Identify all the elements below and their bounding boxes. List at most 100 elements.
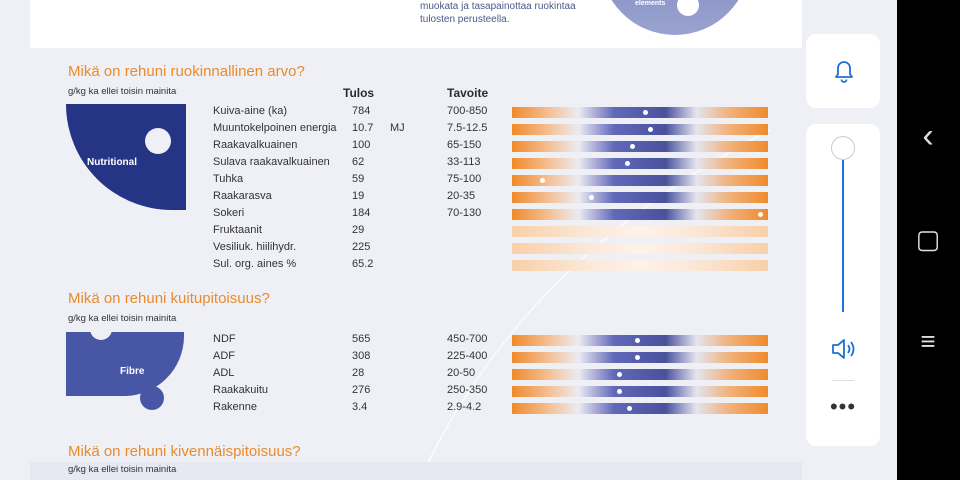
speaker-icon[interactable] [830, 336, 858, 362]
result-marker [617, 372, 623, 377]
more-icon[interactable]: ••• [829, 394, 857, 419]
range-bar [512, 192, 768, 203]
home-button[interactable]: ▢ [915, 224, 941, 254]
range-bar [512, 226, 768, 237]
row-label: Raakavalkuainen [213, 139, 298, 151]
range-bar [512, 243, 768, 254]
fibre-subtitle: g/kg ka ellei toisin mainita [68, 313, 177, 324]
row-target: 7.5-12.5 [447, 122, 488, 134]
row-label: Sokeri [213, 207, 245, 219]
row-value: 225 [352, 241, 371, 253]
table-row: Raakakuitu 276 250-350 [0, 383, 800, 400]
row-value: 184 [352, 207, 371, 219]
row-value: 100 [352, 139, 371, 151]
result-marker [642, 110, 648, 115]
row-unit: MJ [390, 122, 405, 134]
minerals-section-title: Mikä on rehuni kivennäispitoisuus? [68, 443, 301, 460]
row-label: Tuhka [213, 173, 244, 185]
nutritional-section-title: Mikä on rehuni ruokinnallinen arvo? [68, 63, 305, 80]
document-view[interactable]: muokata ja tasapainottaa ruokintaa tulos… [0, 0, 897, 480]
nutritional-puzzle-notch [145, 128, 171, 154]
row-value: 10.7 [352, 122, 374, 134]
table-row: Sul. org. aines % 65.2 [0, 257, 800, 274]
range-bar [512, 386, 768, 397]
table-row: Sokeri 184 70-130 [0, 206, 800, 223]
row-label: Sulava raakavalkuainen [213, 156, 330, 168]
range-bar [512, 352, 768, 363]
range-bar [512, 260, 768, 271]
range-bar [512, 175, 768, 186]
nutritional-puzzle-tab [150, 150, 170, 170]
minerals-card [30, 462, 802, 480]
row-target: 450-700 [447, 333, 488, 345]
result-marker [629, 144, 635, 149]
row-value: 276 [352, 384, 371, 396]
row-target: 250-350 [447, 384, 488, 396]
recents-button[interactable]: ≡ [920, 326, 936, 356]
volume-slider-track[interactable] [842, 146, 844, 312]
row-value: 59 [352, 173, 365, 185]
row-value: 308 [352, 350, 371, 362]
table-row: ADF 308 225-400 [0, 349, 800, 366]
target-column-header: Tavoite [447, 86, 489, 100]
row-label: ADL [213, 367, 235, 379]
fibre-section-title: Mikä on rehuni kuitupitoisuus? [68, 290, 270, 307]
result-marker [540, 178, 546, 183]
nutritional-puzzle-notch [92, 198, 118, 224]
range-bar [512, 141, 768, 152]
row-target: 20-35 [447, 190, 476, 202]
row-value: 3.4 [352, 401, 368, 413]
row-label: NDF [213, 333, 236, 345]
navigation-bar [897, 0, 960, 480]
table-row: Rakenne 3.4 2.9-4.2 [0, 400, 800, 417]
minerals-subtitle: g/kg ka ellei toisin mainita [68, 464, 177, 475]
row-value: 565 [352, 333, 371, 345]
fibre-puzzle-notch [90, 328, 112, 340]
row-label: Kuiva-aine (ka) [213, 105, 287, 117]
table-row: Raakavalkuainen 100 65-150 [0, 138, 800, 155]
puzzle-knob [677, 0, 699, 16]
row-target: 33-113 [447, 156, 481, 168]
result-marker [757, 212, 763, 217]
row-label: Fruktaanit [213, 224, 262, 236]
panel-divider [832, 380, 854, 381]
table-row: ADL 28 20-50 [0, 366, 800, 383]
row-target: 225-400 [447, 350, 488, 362]
result-marker [588, 195, 594, 200]
row-label: Vesiliuk. hiilihydr. [213, 241, 297, 253]
notification-panel[interactable] [806, 34, 880, 108]
row-label: Muuntokelpoinen energia [213, 122, 337, 134]
range-bar [512, 124, 768, 135]
volume-slider-thumb[interactable] [831, 136, 855, 160]
row-target: 70-130 [447, 207, 482, 219]
row-label: Rakenne [213, 401, 258, 413]
result-marker [634, 355, 640, 360]
row-label: ADF [213, 350, 235, 362]
row-label: Sul. org. aines % [213, 258, 297, 270]
table-row: NDF 565 450-700 [0, 332, 800, 349]
row-target: 20-50 [447, 367, 476, 379]
result-marker [627, 406, 633, 411]
row-label: Raakakuitu [213, 384, 269, 396]
row-target: 2.9-4.2 [447, 401, 482, 413]
back-button[interactable]: ‹ [922, 117, 934, 155]
bell-icon[interactable] [832, 58, 856, 84]
result-column-header: Tulos [343, 86, 375, 100]
range-bar [512, 158, 768, 169]
row-value: 62 [352, 156, 365, 168]
volume-panel[interactable]: ••• [806, 124, 880, 446]
range-bar [512, 107, 768, 118]
range-bar [512, 403, 768, 414]
result-marker [634, 338, 640, 343]
row-label: Raakarasva [213, 190, 272, 202]
range-bar [512, 335, 768, 346]
range-bar [512, 369, 768, 380]
fibre-puzzle-tab [140, 386, 164, 410]
table-row: Vesiliuk. hiilihydr. 225 [0, 240, 800, 257]
nutritional-subtitle: g/kg ka ellei toisin mainita [68, 86, 177, 97]
result-marker [647, 127, 653, 132]
table-row: Fruktaanit 29 [0, 223, 800, 240]
table-row: Kuiva-aine (ka) 784 700-850 [0, 104, 800, 121]
row-value: 65.2 [352, 258, 374, 270]
row-value: 784 [352, 105, 371, 117]
